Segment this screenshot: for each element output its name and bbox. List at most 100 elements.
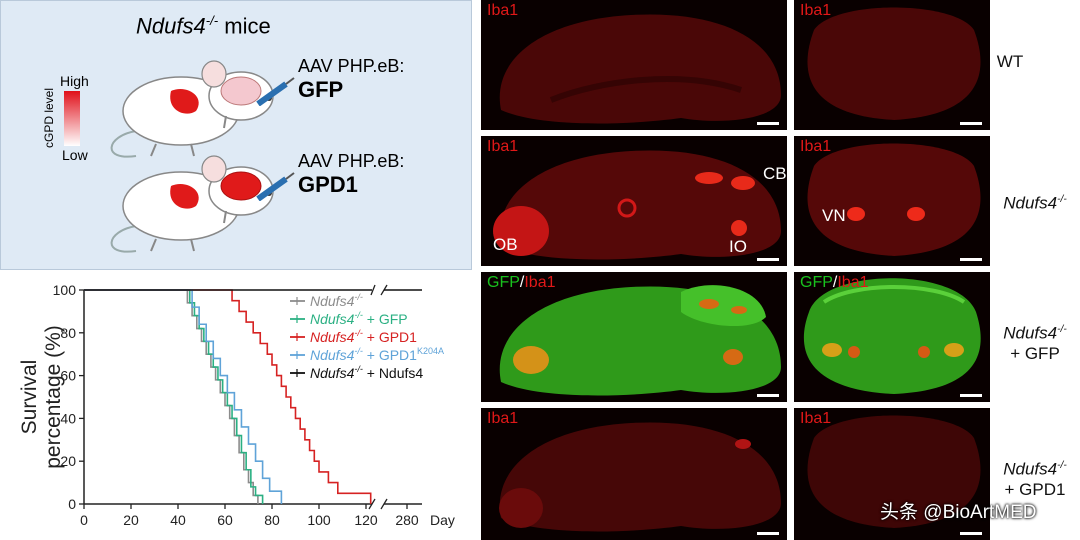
legend-entry: Ndufs4-/- [310,292,363,309]
vector2-line1: AAV PHP.eB: [298,151,405,171]
x-tick-label: 280 [395,512,419,528]
x-axis-label: Day [430,512,455,528]
label-iba1: Iba1 [800,138,832,155]
y-tick-label: 60 [60,368,76,384]
series-line [84,289,259,504]
y-axis-label: Survival [18,360,41,435]
survival-chart: 0 20 40 60 80 100 0 20 40 60 80 100 120 280 Day Surviva… [18,282,455,528]
row-label-gpd1: Ndufs4-/- + GPD1 [990,456,1080,500]
scale-bar [960,258,982,261]
x-tick-label: 120 [354,512,378,528]
x-tick-label: 100 [307,512,331,528]
image-ko-coronal: Iba1 VN [794,136,990,266]
axis-break-mark [370,284,376,296]
syringe-icon [256,172,295,201]
schematic-panel: Ndufs4-/- mice High Low cGPD level AAV P… [0,0,472,270]
legend-gene: Ndufs4 [310,347,355,363]
y-tick-label: 100 [53,282,77,298]
mouse-icon [110,60,274,158]
row-label-sup: -/- [1057,194,1067,205]
series-line [84,289,372,504]
legend-gene: Ndufs4 [310,293,355,309]
legend-entry: Ndufs4-/- + GPD1K204A [310,346,444,363]
image-wt-sagittal: Iba1 [481,0,787,130]
scale-bar [757,122,779,125]
row-label-gene: Ndufs4 [1003,323,1058,343]
legend-gene: Ndufs4 [310,329,355,345]
legend-entry: Ndufs4-/- + Ndufs4 [310,364,423,381]
x-tick-label: 80 [264,512,280,528]
label-slash: / [832,274,838,291]
chart-series [84,289,422,504]
mouse-icon [110,155,274,253]
label-iba1: Iba1 [800,2,832,19]
image-wt-coronal: Iba1 [794,0,990,130]
image-ko-sagittal: Iba1 OB IO CB [481,136,787,266]
series-line [84,289,264,504]
row-label-gene: Ndufs4 [1003,459,1058,479]
y-tick-label: 20 [60,453,76,469]
legend-axis-label: cGPD level [42,87,56,149]
vector1-line2: GFP [298,77,344,102]
legend-sup: -/- [354,292,363,302]
label-cb: CB [763,164,787,183]
scale-bar [757,258,779,261]
label-iba1: Iba1 [524,274,556,291]
image-gpd1-coronal: Iba1 [794,408,990,540]
legend-suffix: + GPD1 [363,329,417,345]
y-axis-label: percentage (%) [42,325,65,469]
row-label-ko: Ndufs4-/- [990,190,1080,214]
label-vn: VN [822,206,846,225]
gradient-bar [64,91,80,146]
title-gene: Ndufs4 [136,13,206,39]
label-ob: OB [493,235,518,254]
scale-bar [960,122,982,125]
legend-sup: -/- [354,364,363,374]
label-iba1: Iba1 [487,410,519,427]
label-iba1: Iba1 [837,274,869,291]
image-gfp-sagittal: GFP/Iba1 [481,272,787,402]
row-label-wt: WT [996,52,1024,71]
legend-high: High [60,73,89,89]
label-gfp: GFP [800,274,833,291]
row-label-line2: + GPD1 [1004,479,1066,499]
label-iba1: Iba1 [487,2,519,19]
syringe-icon [256,77,295,106]
vector1-line1: AAV PHP.eB: [298,56,405,76]
scale-bar [960,532,982,535]
series-line [84,289,283,504]
label-iba1: Iba1 [800,410,832,427]
row-label-line2: + GFP [1010,343,1060,363]
legend-suffix: + GFP [363,311,408,327]
y-tick-label: 40 [60,410,76,426]
axis-break-mark [380,498,388,510]
label-gfp: GFP [487,274,520,291]
legend-sup: -/- [354,310,363,320]
legend-entry: Ndufs4-/- + GFP [310,310,408,327]
y-tick-label: 0 [68,496,76,512]
scale-bar [757,394,779,397]
label-iba1: Iba1 [487,138,519,155]
scale-bar [757,532,779,535]
row-label-gfp: Ndufs4-/- + GFP [990,320,1080,364]
image-gpd1-sagittal: Iba1 [481,408,787,540]
scale-bar [960,394,982,397]
schematic-title: Ndufs4-/- mice [136,13,271,39]
x-tick-label: 60 [217,512,233,528]
legend-suffix: + GPD1 [363,347,417,363]
watermark-text: 头条 @BioArtMED [880,502,1037,523]
legend-entry: Ndufs4-/- + GPD1 [310,328,417,345]
title-sup: -/- [205,13,219,28]
y-tick-label: 80 [60,325,76,341]
label-slash: / [519,274,525,291]
legend-sup: -/- [354,328,363,338]
vector2-line2: GPD1 [298,172,358,197]
x-tick-label: 40 [170,512,186,528]
legend-suffix: + Ndufs4 [363,365,424,381]
row-label-sup: -/- [1057,460,1067,471]
x-tick-label: 0 [80,512,88,528]
legend-gene: Ndufs4 [310,365,355,381]
row-label-gene: Ndufs4 [1003,193,1058,213]
legend-sup: -/- [354,346,363,356]
